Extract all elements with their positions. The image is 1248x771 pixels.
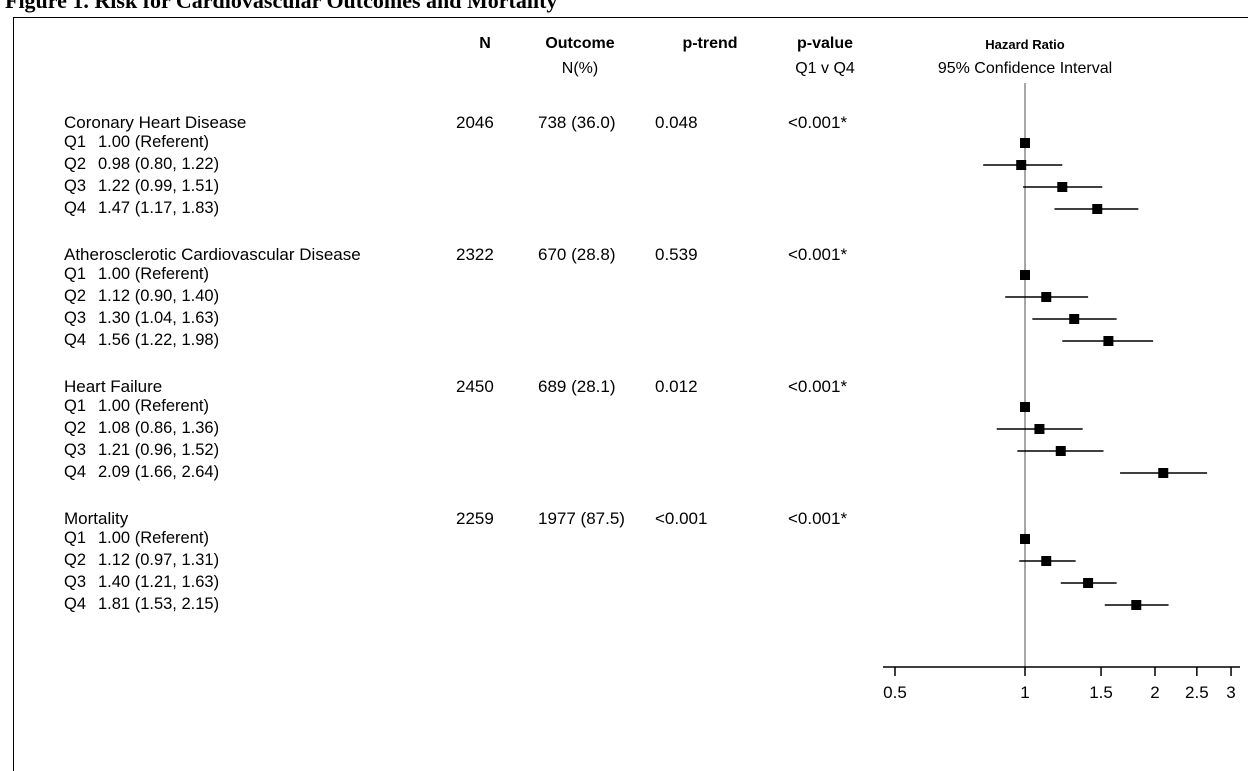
- group-outcome-value: 670 (28.8): [538, 245, 616, 264]
- quartile-hr-text: 2.09 (1.66, 2.64): [98, 463, 220, 481]
- group-p-trend-value: <0.001: [655, 509, 708, 528]
- x-tick-label: 0.5: [883, 683, 907, 702]
- x-tick-label: 1.5: [1089, 683, 1113, 702]
- quartile-hr-text: 1.30 (1.04, 1.63): [98, 309, 220, 327]
- group-n-value: 2259: [456, 509, 494, 528]
- quartile-label: Q3: [64, 309, 87, 327]
- header-outcome-sub: N(%): [561, 60, 599, 77]
- quartile-label: Q4: [64, 595, 87, 613]
- quartile-hr-text: 1.22 (0.99, 1.51): [98, 177, 220, 195]
- figure-frame: [13, 17, 1248, 771]
- group-p-trend-value: 0.012: [655, 377, 698, 396]
- x-tick-label: 3: [1226, 683, 1235, 702]
- header-p-trend: p-trend: [682, 35, 738, 52]
- quartile-hr-text: 1.00 (Referent): [98, 529, 209, 547]
- outcome-group-name: Atherosclerotic Cardiovascular Disease: [64, 245, 361, 264]
- hr-point: [1020, 138, 1030, 148]
- quartile-hr-text: 1.08 (0.86, 1.36): [98, 419, 220, 437]
- quartile-hr-text: 0.98 (0.80, 1.22): [98, 155, 220, 173]
- quartile-label: Q4: [64, 199, 87, 217]
- quartile-hr-text: 1.00 (Referent): [98, 265, 209, 283]
- x-tick-label: 2.5: [1185, 683, 1209, 702]
- quartile-hr-text: 1.00 (Referent): [98, 397, 209, 415]
- quartile-label: Q1: [64, 133, 87, 151]
- header-hr-ci: 95% Confidence Interval: [937, 60, 1113, 77]
- hr-point: [1057, 182, 1068, 192]
- header-p-value-sub: Q1 v Q4: [795, 60, 855, 77]
- hr-point: [1020, 534, 1030, 544]
- quartile-label: Q4: [64, 331, 87, 349]
- group-n-value: 2046: [456, 113, 494, 132]
- group-p-trend-value: 0.539: [655, 245, 698, 264]
- figure-title: Figure 1. Risk for Cardiovascular Outcom…: [5, 0, 558, 13]
- x-tick-label: 1: [1020, 683, 1029, 702]
- group-outcome-value: 689 (28.1): [538, 377, 616, 396]
- quartile-label: Q3: [64, 177, 87, 195]
- quartile-hr-text: 1.56 (1.22, 1.98): [98, 331, 220, 349]
- header-n: N: [479, 35, 491, 52]
- hr-point: [1092, 204, 1103, 214]
- header-hazard-ratio: Hazard Ratio: [985, 37, 1065, 52]
- quartile-label: Q2: [64, 419, 87, 437]
- quartile-label: Q3: [64, 573, 87, 591]
- hr-point: [1069, 314, 1080, 324]
- header-p-value: p-value: [796, 35, 853, 52]
- quartile-hr-text: 1.21 (0.96, 1.52): [98, 441, 220, 459]
- hr-point: [1020, 402, 1030, 412]
- group-n-value: 2322: [456, 245, 494, 264]
- hr-point: [1103, 336, 1114, 346]
- hr-point: [1055, 446, 1066, 456]
- hr-point: [1020, 270, 1030, 280]
- group-p-value: <0.001*: [788, 377, 848, 396]
- quartile-label: Q2: [64, 155, 87, 173]
- outcome-group-name: Mortality: [64, 509, 129, 528]
- group-p-value: <0.001*: [788, 509, 848, 528]
- x-tick-label: 2: [1150, 683, 1159, 702]
- quartile-hr-text: 1.12 (0.90, 1.40): [98, 287, 220, 305]
- group-outcome-value: 738 (36.0): [538, 113, 616, 132]
- hr-point: [1083, 578, 1094, 588]
- group-p-value: <0.001*: [788, 113, 848, 132]
- quartile-label: Q1: [64, 265, 87, 283]
- outcome-group-name: Heart Failure: [64, 377, 163, 396]
- group-outcome-value: 1977 (87.5): [538, 509, 625, 528]
- group-p-value: <0.001*: [788, 245, 848, 264]
- quartile-label: Q1: [64, 529, 87, 547]
- hr-point: [1016, 160, 1027, 170]
- header-outcome: Outcome: [545, 35, 615, 52]
- quartile-hr-text: 1.81 (1.53, 2.15): [98, 595, 220, 613]
- hr-point: [1041, 292, 1052, 302]
- group-p-trend-value: 0.048: [655, 113, 698, 132]
- quartile-label: Q1: [64, 397, 87, 415]
- outcome-group-name: Coronary Heart Disease: [64, 113, 247, 132]
- hr-point: [1158, 468, 1169, 478]
- hr-point: [1034, 424, 1045, 434]
- quartile-label: Q4: [64, 463, 87, 481]
- group-n-value: 2450: [456, 377, 494, 396]
- quartile-hr-text: 1.47 (1.17, 1.83): [98, 199, 220, 217]
- hr-point: [1131, 600, 1142, 610]
- quartile-hr-text: 1.12 (0.97, 1.31): [98, 551, 220, 569]
- quartile-hr-text: 1.00 (Referent): [98, 133, 209, 151]
- quartile-label: Q3: [64, 441, 87, 459]
- quartile-label: Q2: [64, 551, 87, 569]
- quartile-hr-text: 1.40 (1.21, 1.63): [98, 573, 220, 591]
- quartile-label: Q2: [64, 287, 87, 305]
- hr-point: [1041, 556, 1052, 566]
